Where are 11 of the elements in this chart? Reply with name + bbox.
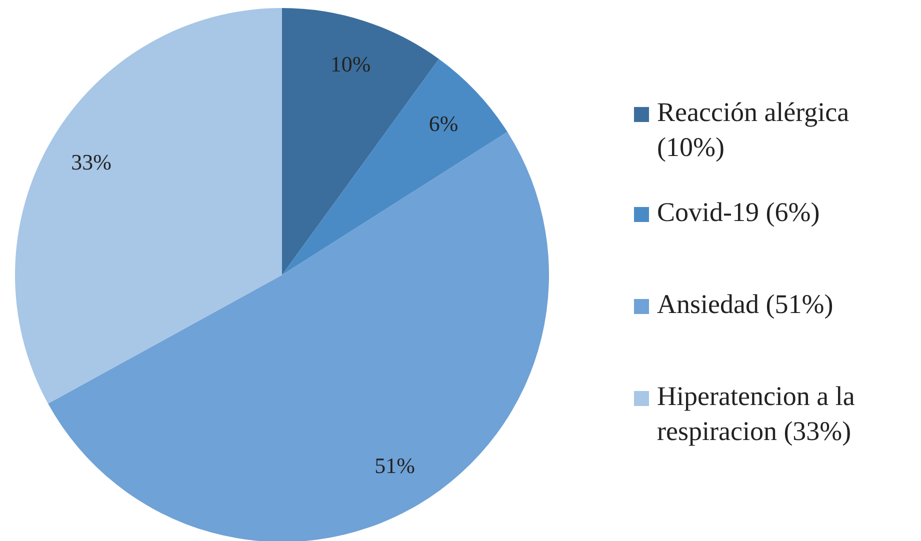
- data-label: 51%: [374, 453, 415, 478]
- data-label: 33%: [71, 150, 112, 175]
- data-label: 10%: [330, 52, 371, 77]
- pie-slice: [282, 58, 508, 275]
- data-label: 6%: [428, 110, 458, 136]
- legend-label: Reacción alérgica (10%): [657, 96, 850, 164]
- legend-label: Hiperatencion a la respiracion (33%): [657, 380, 856, 448]
- legend-label: Ansiedad (51%): [657, 288, 834, 322]
- legend-label: Covid-19 (6%): [657, 196, 820, 230]
- pie-slice: [48, 132, 549, 541]
- pie-slice: [15, 8, 282, 404]
